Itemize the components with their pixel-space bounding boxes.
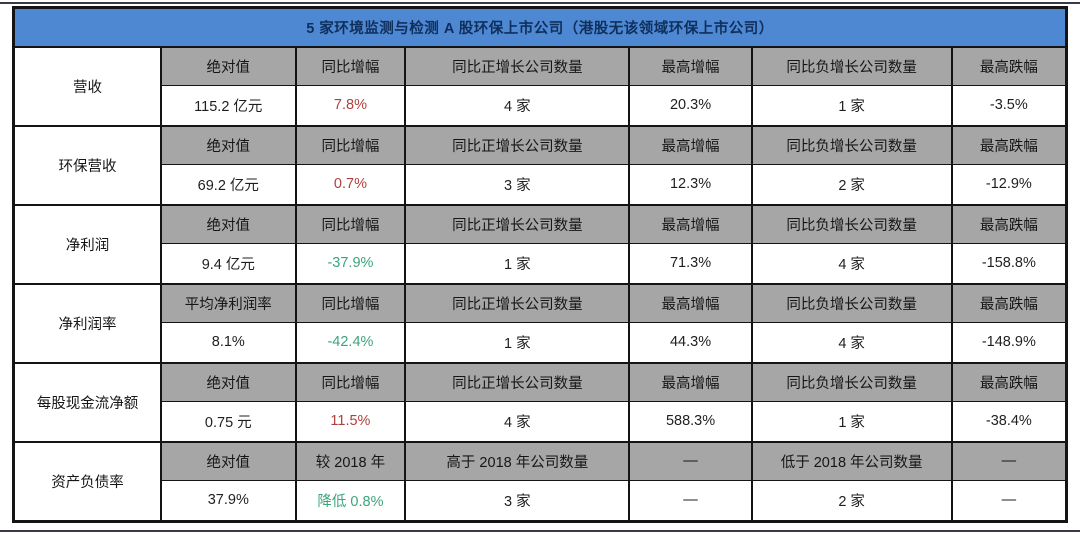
value-cell: 37.9%	[159, 479, 297, 522]
sub-header-cell: 同比增幅	[294, 46, 407, 86]
metric-label: 每股现金流净额	[12, 362, 162, 443]
value-cell: 8.1%	[159, 321, 297, 364]
sub-header-cell: 绝对值	[159, 441, 297, 481]
value-cell: 71.3%	[628, 242, 753, 285]
sub-header-cell: 最高增幅	[628, 204, 753, 244]
value-cell: —	[950, 479, 1068, 522]
metric-subheader-row: 净利润 绝对值 同比增幅 同比正增长公司数量 最高增幅 同比负增长公司数量 最高跌幅	[12, 204, 1068, 285]
sub-header-cell: 同比增幅	[294, 125, 407, 165]
metric-label: 环保营收	[12, 125, 162, 206]
sub-header-cell: 最高跌幅	[950, 125, 1068, 165]
metric-value-row: 69.2 亿元 0.7% 3 家 12.3% 2 家 -12.9%	[14, 163, 1068, 206]
metric-subheader-row: 环保营收 绝对值 同比增幅 同比正增长公司数量 最高增幅 同比负增长公司数量 最高跌幅	[12, 125, 1068, 206]
sub-header-cell: 绝对值	[159, 46, 297, 86]
value-cell: -37.9%	[294, 242, 407, 285]
sub-header-cell: 最高跌幅	[950, 46, 1068, 86]
sub-header-cell: 绝对值	[159, 204, 297, 244]
sub-header-cell: 同比增幅	[294, 283, 407, 323]
sub-header-cell: 低于 2018 年公司数量	[750, 441, 953, 481]
sub-header-cell: 同比正增长公司数量	[404, 283, 631, 323]
value-cell: 9.4 亿元	[159, 242, 297, 285]
title-row: 5 家环境监测与检测 A 股环保上市公司（港股无该领域环保上市公司）	[12, 6, 1068, 48]
metric-label: 净利润	[12, 204, 162, 285]
sub-header-cell: 高于 2018 年公司数量	[404, 441, 631, 481]
value-cell: 3 家	[404, 479, 631, 522]
bottom-divider	[0, 530, 1080, 532]
metric-label: 资产负债率	[12, 441, 162, 522]
value-cell: 115.2 亿元	[159, 84, 297, 127]
sub-header-cell: 同比正增长公司数量	[404, 204, 631, 244]
sub-header-cell: 平均净利润率	[159, 283, 297, 323]
sub-header-cell: 同比正增长公司数量	[404, 125, 631, 165]
sub-header-cell: 同比负增长公司数量	[750, 204, 953, 244]
metric-label: 营收	[12, 46, 162, 127]
sub-header-cell: 最高增幅	[628, 362, 753, 402]
value-cell: -148.9%	[950, 321, 1068, 364]
table-title: 5 家环境监测与检测 A 股环保上市公司（港股无该领域环保上市公司）	[12, 6, 1068, 48]
value-cell: 1 家	[750, 84, 953, 127]
metric-value-row: 37.9% 降低 0.8% 3 家 —2 家 —	[14, 479, 1068, 522]
sub-header-cell: 同比负增长公司数量	[750, 362, 953, 402]
report-table: 5 家环境监测与检测 A 股环保上市公司（港股无该领域环保上市公司） 营收 绝对值…	[12, 6, 1068, 523]
sub-header-cell: 同比正增长公司数量	[404, 362, 631, 402]
value-cell: 4 家	[404, 84, 631, 127]
sub-header-cell: 同比正增长公司数量	[404, 46, 631, 86]
metric-subheader-row: 每股现金流净额 绝对值 同比增幅 同比正增长公司数量 最高增幅 同比负增长公司数量 最高跌幅	[12, 362, 1068, 443]
value-cell: 7.8%	[294, 84, 407, 127]
sub-header-cell: 绝对值	[159, 125, 297, 165]
sub-header-cell: 最高增幅	[628, 283, 753, 323]
sub-header-cell: 同比增幅	[294, 204, 407, 244]
sub-header-cell: 同比负增长公司数量	[750, 283, 953, 323]
value-cell: 2 家	[750, 163, 953, 206]
value-cell: -3.5%	[950, 84, 1068, 127]
value-cell: -12.9%	[950, 163, 1068, 206]
metric-subheader-row: 营收 绝对值 同比增幅 同比正增长公司数量 最高增幅 同比负增长公司数量 最高跌幅	[12, 46, 1068, 127]
value-cell: 降低 0.8%	[294, 479, 407, 522]
value-cell: 1 家	[750, 400, 953, 443]
value-cell: 1 家	[404, 321, 631, 364]
value-cell: 4 家	[750, 242, 953, 285]
sub-header-cell: —	[950, 441, 1068, 481]
metric-value-row: 8.1% -42.4% 1 家 44.3% 4 家 -148.9%	[14, 321, 1068, 364]
sub-header-cell: 较 2018 年	[294, 441, 407, 481]
value-cell: —	[628, 479, 753, 522]
value-cell: 588.3%	[628, 400, 753, 443]
metric-subheader-row: 资产负债率 绝对值较 2018 年高于 2018 年公司数量 — 低于 2018 年公…	[12, 441, 1068, 522]
sub-header-cell: 最高增幅	[628, 125, 753, 165]
value-cell: 69.2 亿元	[159, 163, 297, 206]
value-cell: 12.3%	[628, 163, 753, 206]
sub-header-cell: —	[628, 441, 753, 481]
metric-subheader-row: 净利润率 平均净利润率 同比增幅 同比正增长公司数量 最高增幅 同比负增长公司数量 最高跌幅	[12, 283, 1068, 364]
sub-header-cell: 同比负增长公司数量	[750, 125, 953, 165]
value-cell: -42.4%	[294, 321, 407, 364]
sub-header-cell: 最高增幅	[628, 46, 753, 86]
value-cell: 0.7%	[294, 163, 407, 206]
value-cell: 4 家	[404, 400, 631, 443]
sub-header-cell: 同比增幅	[294, 362, 407, 402]
value-cell: -158.8%	[950, 242, 1068, 285]
sub-header-cell: 同比负增长公司数量	[750, 46, 953, 86]
value-cell: -38.4%	[950, 400, 1068, 443]
value-cell: 11.5%	[294, 400, 407, 443]
sub-header-cell: 最高跌幅	[950, 362, 1068, 402]
metric-value-row: 9.4 亿元 -37.9% 1 家 71.3% 4 家 -158.8%	[14, 242, 1068, 285]
value-cell: 1 家	[404, 242, 631, 285]
sub-header-cell: 绝对值	[159, 362, 297, 402]
metric-value-row: 115.2 亿元 7.8% 4 家 20.3% 1 家 -3.5%	[14, 84, 1068, 127]
sub-header-cell: 最高跌幅	[950, 204, 1068, 244]
value-cell: 3 家	[404, 163, 631, 206]
metric-label: 净利润率	[12, 283, 162, 364]
value-cell: 2 家	[750, 479, 953, 522]
value-cell: 44.3%	[628, 321, 753, 364]
top-divider	[0, 2, 1080, 4]
sub-header-cell: 最高跌幅	[950, 283, 1068, 323]
value-cell: 0.75 元	[159, 400, 297, 443]
value-cell: 4 家	[750, 321, 953, 364]
value-cell: 20.3%	[628, 84, 753, 127]
metric-value-row: 0.75 元 11.5% 4 家 588.3% 1 家 -38.4%	[14, 400, 1068, 443]
